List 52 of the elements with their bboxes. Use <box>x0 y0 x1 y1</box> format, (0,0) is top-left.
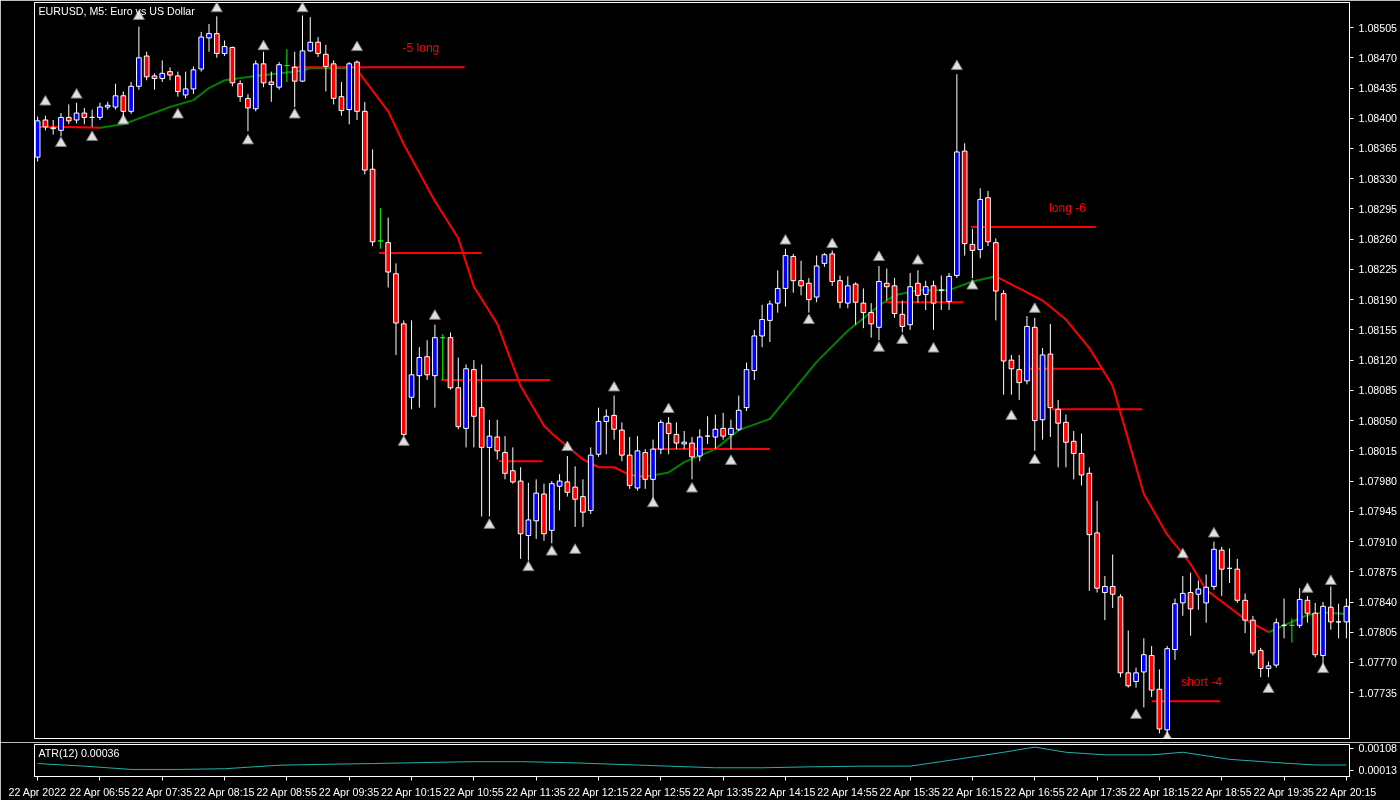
annotation: -5 long <box>402 41 440 56</box>
x-tick-label: 22 Apr 19:35 <box>1253 785 1315 798</box>
x-tick-label: 22 Apr 16:15 <box>941 785 1003 798</box>
y-tick-label: 1.07910 <box>1358 535 1398 548</box>
x-tick-label: 22 Apr 20:15 <box>1315 785 1377 798</box>
x-tick-label: 22 Apr 10:15 <box>381 785 442 798</box>
x-tick-label: 22 Apr 12:55 <box>630 785 691 798</box>
chart-title: EURUSD, M5: Euro vs US Dollar <box>38 4 196 17</box>
x-tick-label: 22 Apr 17:35 <box>1066 785 1128 798</box>
x-tick-label: 22 Apr 11:35 <box>506 785 566 798</box>
x-tick-label: 22 Apr 07:35 <box>131 785 193 798</box>
y-tick-label: 1.08085 <box>1358 384 1398 397</box>
y-tick-label: 1.07980 <box>1358 475 1398 488</box>
y-tick-label: 1.07840 <box>1358 596 1398 609</box>
y-tick-label: 1.07735 <box>1358 686 1398 699</box>
y-tick-label: 1.07805 <box>1358 626 1398 639</box>
x-tick-label: 22 Apr 08:15 <box>194 785 255 798</box>
x-tick-label: 22 Apr 12:15 <box>568 785 629 798</box>
x-tick-label: 22 Apr 18:15 <box>1128 785 1190 798</box>
y-tick-label: 1.08155 <box>1358 323 1398 336</box>
chart-title: ATR(12) 0.00036 <box>38 746 120 759</box>
y-tick-label: 1.08470 <box>1358 51 1398 64</box>
y-tick-label: 1.08015 <box>1358 444 1398 457</box>
x-tick-label: 22 Apr 13:35 <box>692 785 754 798</box>
x-tick-label: 22 Apr 2022 <box>8 785 67 798</box>
y-tick-label: 0.00013 <box>1358 764 1398 777</box>
y-tick-label: 1.08295 <box>1358 202 1398 215</box>
y-tick-label: 1.08435 <box>1358 82 1398 95</box>
x-tick-label: 22 Apr 09:35 <box>318 785 380 798</box>
x-tick-label: 22 Apr 15:35 <box>879 785 941 798</box>
annotation: short -4 <box>1181 675 1223 690</box>
y-tick-label: 1.07770 <box>1358 656 1398 669</box>
y-tick-label: 1.08330 <box>1358 172 1398 185</box>
y-tick-label: 1.08365 <box>1358 142 1398 155</box>
x-tick-label: 22 Apr 06:55 <box>69 785 130 798</box>
y-tick-label: 1.07945 <box>1358 505 1398 518</box>
y-tick-label: 1.08400 <box>1358 112 1398 125</box>
y-tick-label: 1.08505 <box>1358 21 1398 34</box>
y-tick-label: 1.08260 <box>1358 233 1398 246</box>
y-tick-label: 1.08225 <box>1358 263 1398 276</box>
y-tick-label: 1.08120 <box>1358 354 1398 367</box>
x-tick-label: 22 Apr 14:15 <box>754 785 816 798</box>
x-tick-label: 22 Apr 18:55 <box>1191 785 1252 798</box>
y-tick-label: 1.08190 <box>1358 293 1398 306</box>
x-tick-label: 22 Apr 16:55 <box>1004 785 1065 798</box>
x-tick-label: 22 Apr 10:55 <box>443 785 504 798</box>
y-tick-label: 0.00108 <box>1358 742 1398 755</box>
x-tick-label: 22 Apr 14:55 <box>817 785 878 798</box>
y-tick-label: 1.08050 <box>1358 414 1398 427</box>
y-tick-label: 1.07875 <box>1358 565 1398 578</box>
annotation: long -6 <box>1049 201 1087 216</box>
x-tick-label: 22 Apr 08:55 <box>256 785 317 798</box>
